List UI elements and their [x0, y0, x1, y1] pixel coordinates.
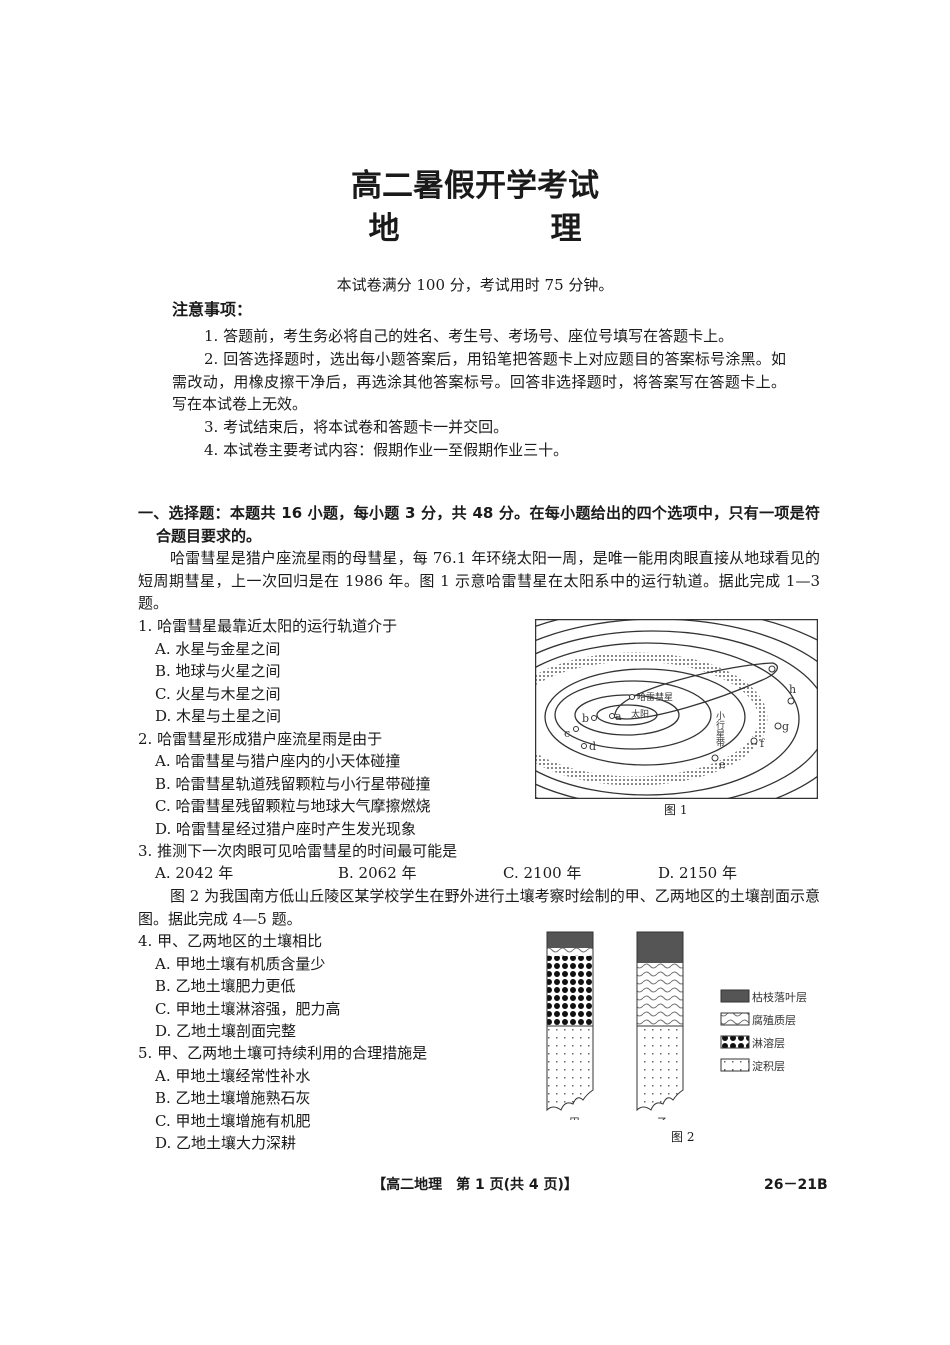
option: D. 2150 年	[658, 864, 737, 882]
planet-label: b	[582, 712, 589, 725]
soil-profile-diagram: 枯枝落叶层 腐殖质层 淋溶层 淀积层 甲 乙	[546, 931, 807, 1120]
option: A. 甲地土壤有机质含量少	[155, 955, 326, 973]
exam-info: 本试卷满分 100 分，考试用时 75 分钟。	[336, 276, 614, 294]
exam-title: 高二暑假开学考试	[351, 168, 599, 204]
question-3: 3. 推测下一次肉眼可见哈雷彗星的时间最可能是	[138, 842, 458, 860]
planet-label: e	[719, 758, 726, 771]
option: C. 2100 年	[503, 864, 582, 882]
planet-label: d	[589, 740, 596, 753]
option: C. 甲地土壤增施有机肥	[155, 1112, 311, 1130]
notice-item: 2. 回答选择题时，选出每小题答案后，用铅笔把答题卡上对应题目的答案标号涂黑。如…	[172, 350, 786, 413]
footer-code: 26－21B	[764, 1177, 828, 1193]
notice-item: 1. 答题前，考生务必将自己的姓名、考生号、考场号、座位号填写在答题卡上。	[204, 327, 734, 345]
column-label: 甲	[569, 1116, 580, 1120]
planet-label: h	[789, 683, 796, 696]
option: B. 哈雷彗星轨道残留颗粒与小行星带碰撞	[155, 775, 431, 793]
figure-1-caption: 图 1	[664, 803, 688, 817]
question-1: 1. 哈雷彗星最靠近太阳的运行轨道介于	[138, 617, 398, 635]
legend: 枯枝落叶层 腐殖质层 淋溶层 淀积层	[720, 989, 807, 1073]
footer-page-info: 【高二地理 第 1 页(共 4 页)】	[372, 1177, 578, 1193]
column-label: 乙	[657, 1116, 668, 1120]
section-heading: 一、选择题：本题共 16 小题，每小题 3 分，共 48 分。在每小题给出的四个…	[138, 504, 820, 545]
option: C. 火星与木星之间	[155, 685, 281, 703]
legend-item: 淀积层	[752, 1059, 785, 1073]
option: B. 地球与火星之间	[155, 662, 281, 680]
orbit-diagram: 太阳 哈雷彗星 小行星带 a b c d e f g h	[535, 619, 818, 799]
option: B. 乙地土壤增施熟石灰	[155, 1089, 311, 1107]
option: D. 木星与土星之间	[155, 707, 282, 725]
notice-item: 4. 本试卷主要考试内容：假期作业一至假期作业三十。	[204, 441, 569, 459]
question-5: 5. 甲、乙两地土壤可持续利用的合理措施是	[138, 1044, 428, 1062]
legend-item: 枯枝落叶层	[752, 990, 807, 1004]
planet-label: a	[615, 710, 622, 723]
planet-label: c	[564, 727, 570, 740]
option: A. 水星与金星之间	[155, 640, 281, 658]
option: C. 哈雷彗星残留颗粒与地球大气摩擦燃烧	[155, 797, 431, 815]
planet-label: g	[782, 720, 789, 733]
question-2: 2. 哈雷彗星形成猎户座流星雨是由于	[138, 730, 383, 748]
notice-item: 3. 考试结束后，将本试卷和答题卡一并交回。	[204, 418, 509, 436]
option: A. 2042 年	[155, 864, 234, 882]
option: D. 乙地土壤剖面完整	[155, 1022, 297, 1040]
subject-title: 地 理	[368, 211, 642, 247]
figure-2-caption: 图 2	[671, 1130, 695, 1144]
option: B. 2062 年	[338, 864, 417, 882]
passage-2: 图 2 为我国南方低山丘陵区某学校学生在野外进行土壤考察时绘制的甲、乙两地区的土…	[138, 887, 820, 928]
option: D. 乙地土壤大力深耕	[155, 1134, 297, 1152]
sun-label: 太阳	[631, 708, 649, 720]
option: A. 哈雷彗星与猎户座内的小天体碰撞	[155, 752, 401, 770]
soil-column-yi	[636, 931, 684, 1112]
figure-border	[535, 619, 818, 799]
legend-item: 腐殖质层	[752, 1013, 796, 1027]
notice-heading: 注意事项：	[172, 300, 253, 319]
option: A. 甲地土壤经常性补水	[155, 1067, 311, 1085]
planet-label: f	[760, 737, 765, 750]
asteroid-belt-label: 小行星带	[714, 711, 725, 748]
soil-column-jia	[546, 931, 594, 1112]
comet-label: 哈雷彗星	[637, 691, 673, 703]
passage-1: 哈雷彗星是猎户座流星雨的母彗星，每 76.1 年环绕太阳一周，是唯一能用肉眼直接…	[138, 549, 820, 612]
question-4: 4. 甲、乙两地区的土壤相比	[138, 932, 323, 950]
option: C. 甲地土壤淋溶强，肥力高	[155, 1000, 341, 1018]
option: B. 乙地土壤肥力更低	[155, 977, 296, 995]
legend-item: 淋溶层	[752, 1036, 785, 1050]
option: D. 哈雷彗星经过猎户座时产生发光现象	[155, 820, 417, 838]
